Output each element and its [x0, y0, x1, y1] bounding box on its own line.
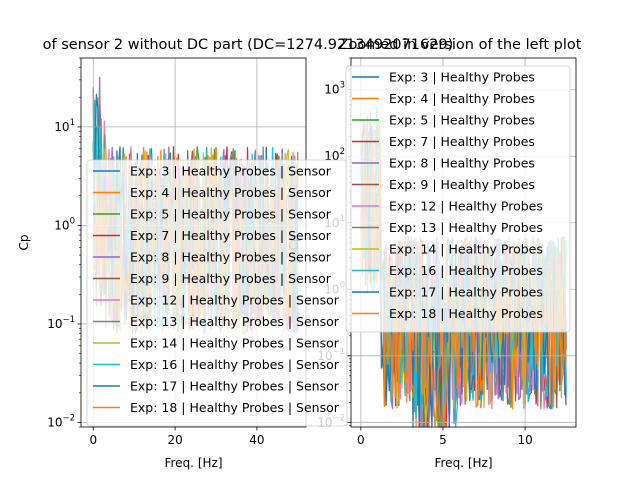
left-legend: Exp: 3 | Healthy Probes | Sensor Exp: 4 |…: [86, 159, 348, 427]
y-tick-label: 101: [54, 118, 75, 134]
legend-entry: Exp: 13 | Healthy Probes: [389, 220, 543, 235]
legend-entry: Exp: 4 | Healthy Probes | Sensor: [130, 185, 332, 200]
x-tick-label: 5: [439, 433, 447, 447]
x-tick-label: 0: [89, 433, 97, 447]
legend-entry: Exp: 17 | Healthy Probes: [389, 285, 543, 300]
legend-entry: Exp: 18 | Healthy Probes | Sensor: [130, 400, 340, 415]
legend-entry: Exp: 12 | Healthy Probes: [389, 199, 543, 214]
left-chart-title: of sensor 2 without DC part (DC=1274.921…: [43, 37, 454, 53]
legend-entry: Exp: 3 | Healthy Probes: [389, 70, 535, 85]
y-tick-base: 10: [47, 415, 62, 429]
y-tick-exponent: 0: [70, 216, 75, 226]
right-legend: Exp: 3 | Healthy Probes Exp: 4 | Healthy …: [345, 65, 571, 333]
legend-entry: Exp: 7 | Healthy Probes: [389, 134, 535, 149]
legend-entry: Exp: 14 | Healthy Probes | Sensor: [130, 336, 340, 351]
legend-entry: Exp: 18 | Healthy Probes: [389, 306, 543, 321]
legend-entry: Exp: 4 | Healthy Probes: [389, 91, 535, 106]
legend-entry: Exp: 3 | Healthy Probes | Sensor: [130, 164, 332, 179]
x-tick-label: 40: [249, 433, 264, 447]
y-tick-base: 10: [54, 120, 69, 134]
y-tick-exponent: 1: [70, 118, 75, 128]
y-tick-label: 10−1: [47, 315, 75, 331]
right-x-axis-label: Freq. [Hz]: [434, 456, 492, 470]
legend-entry: Exp: 5 | Healthy Probes: [389, 113, 535, 128]
legend-entry: Exp: 7 | Healthy Probes | Sensor: [130, 228, 332, 243]
legend-entry: Exp: 8 | Healthy Probes: [389, 156, 535, 171]
legend-entry: Exp: 17 | Healthy Probes | Sensor: [130, 379, 340, 394]
legend-entry: Exp: 16 | Healthy Probes | Sensor: [130, 357, 340, 372]
legend-box: [345, 65, 571, 333]
y-tick-exponent: −2: [62, 413, 75, 423]
y-tick-exponent: 2: [340, 147, 345, 157]
x-tick-label: 20: [167, 433, 182, 447]
legend-entry: Exp: 9 | Healthy Probes: [389, 177, 535, 192]
y-tick-base: 10: [54, 218, 69, 232]
legend-entry: Exp: 9 | Healthy Probes | Sensor: [130, 271, 332, 286]
y-tick-label: 103: [324, 81, 345, 97]
y-tick-label: 10−2: [47, 413, 75, 429]
y-tick-exponent: 3: [340, 81, 345, 91]
legend-entry: Exp: 14 | Healthy Probes: [389, 242, 543, 257]
legend-entry: Exp: 16 | Healthy Probes: [389, 263, 543, 278]
y-tick-exponent: −1: [62, 315, 75, 325]
x-tick-label: 0: [357, 433, 365, 447]
x-tick-label: 10: [517, 433, 532, 447]
y-tick-base: 10: [47, 317, 62, 331]
legend-entry: Exp: 13 | Healthy Probes | Sensor: [130, 314, 340, 329]
legend-entry: Exp: 12 | Healthy Probes | Sensor: [130, 293, 340, 308]
left-x-axis-label: Freq. [Hz]: [164, 456, 222, 470]
y-tick-base: 10: [324, 83, 339, 97]
left-y-axis-label: Cp: [17, 235, 31, 251]
y-tick-label: 100: [54, 216, 75, 232]
legend-entry: Exp: 8 | Healthy Probes | Sensor: [130, 250, 332, 265]
legend-entry: Exp: 5 | Healthy Probes | Sensor: [130, 207, 332, 222]
right-chart-title: Zoomed in version of the left plot: [339, 37, 582, 53]
